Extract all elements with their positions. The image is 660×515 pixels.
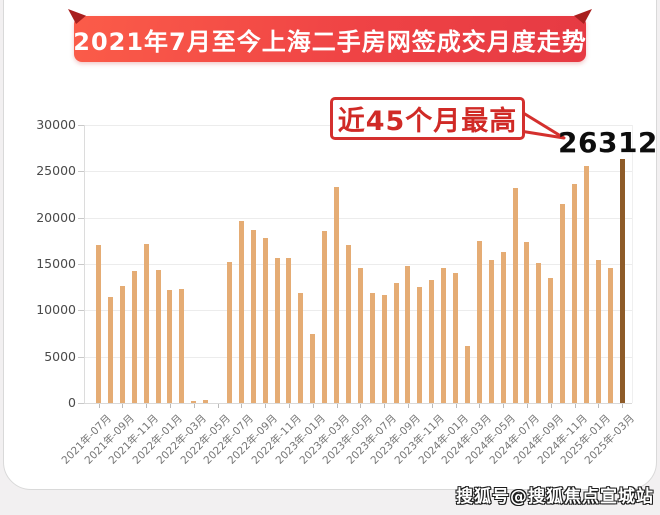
x-axis-tick — [336, 404, 338, 408]
bar — [441, 267, 447, 403]
bar — [131, 271, 137, 403]
bar — [286, 258, 292, 403]
card-background — [3, 0, 657, 490]
x-axis-tick — [598, 404, 600, 408]
plot-right-border — [632, 125, 633, 403]
bar — [334, 187, 339, 403]
y-axis-line — [84, 125, 85, 403]
gridline — [84, 264, 632, 265]
x-axis-tick — [550, 404, 552, 408]
bar — [203, 399, 209, 403]
bar — [96, 244, 101, 403]
bar — [238, 221, 244, 403]
bar — [179, 289, 185, 403]
bar — [405, 265, 411, 403]
bar — [607, 267, 613, 403]
y-tick-label: 15000 — [36, 256, 76, 271]
chart-title: 2021年7月至今上海二手房网签成交月度走势 — [73, 27, 587, 56]
y-tick-label: 0 — [68, 395, 76, 410]
y-axis-tick — [78, 310, 84, 312]
bar — [381, 294, 387, 403]
x-axis-tick — [431, 404, 433, 408]
watermark-text: 搜狐号@搜狐焦点宣城站 — [455, 486, 654, 507]
annotation-label: 近45个月最高 — [337, 106, 518, 137]
bar — [429, 279, 435, 403]
bar — [191, 400, 197, 403]
bar — [345, 245, 351, 403]
bar — [560, 203, 566, 403]
y-tick-label: 10000 — [36, 302, 76, 318]
x-axis-tick — [217, 404, 219, 408]
y-tick-label: 25000 — [36, 163, 76, 179]
x-axis-tick — [265, 404, 267, 408]
x-axis-tick — [122, 404, 124, 408]
bar — [500, 251, 506, 403]
peak-value-label: 26312 — [558, 126, 658, 159]
bar — [595, 260, 601, 403]
x-axis-tick — [169, 404, 171, 408]
bar — [155, 269, 161, 403]
title-banner: 2021年7月至今上海二手房网签成交月度走势 — [68, 9, 592, 62]
y-tick-label: 5000 — [44, 348, 76, 364]
bar — [524, 241, 530, 403]
x-axis-tick — [503, 404, 505, 408]
bar — [119, 286, 125, 403]
x-axis-tick — [360, 404, 362, 408]
x-axis-tick — [526, 404, 528, 408]
bar — [583, 165, 589, 403]
y-axis-tick — [78, 125, 84, 126]
bar — [476, 240, 482, 403]
x-axis-tick — [384, 404, 386, 408]
x-axis-tick — [193, 404, 195, 408]
y-axis-tick — [78, 264, 84, 265]
bar — [298, 292, 304, 403]
highlight-bar — [619, 159, 625, 403]
bar — [536, 263, 542, 403]
bar — [548, 277, 554, 403]
bar — [357, 267, 363, 403]
gridline — [84, 217, 632, 219]
bar — [464, 346, 470, 403]
bar — [322, 230, 328, 403]
x-axis-tick — [479, 404, 481, 408]
x-axis-tick — [455, 404, 457, 408]
x-axis-tick — [146, 404, 148, 408]
x-axis-tick — [574, 404, 576, 408]
x-axis-tick — [98, 404, 100, 408]
y-axis-tick — [78, 217, 84, 219]
y-tick-label: 20000 — [36, 209, 76, 225]
y-axis-tick — [78, 403, 84, 404]
bar — [274, 257, 280, 403]
x-axis-tick — [312, 404, 314, 408]
gridline — [84, 403, 632, 404]
bar — [488, 260, 494, 403]
bar — [369, 292, 375, 403]
x-axis-tick — [622, 404, 624, 408]
bar — [572, 184, 577, 403]
x-axis-tick — [288, 404, 290, 408]
y-axis-tick — [78, 171, 84, 173]
annotation-box: 近45个月最高 — [330, 97, 525, 140]
bar — [250, 229, 256, 403]
bar — [107, 297, 113, 403]
bar — [167, 289, 173, 403]
y-tick-label: 30000 — [36, 117, 76, 132]
bar — [310, 333, 316, 403]
bar — [393, 282, 399, 403]
bar — [453, 273, 458, 403]
gridline — [84, 171, 632, 173]
bar — [226, 262, 232, 403]
x-axis-tick — [241, 404, 243, 408]
x-axis-tick — [407, 404, 409, 408]
bar — [417, 287, 423, 403]
bar — [262, 238, 268, 403]
bar — [512, 188, 518, 403]
y-axis-tick — [78, 356, 84, 358]
bar — [143, 243, 149, 403]
